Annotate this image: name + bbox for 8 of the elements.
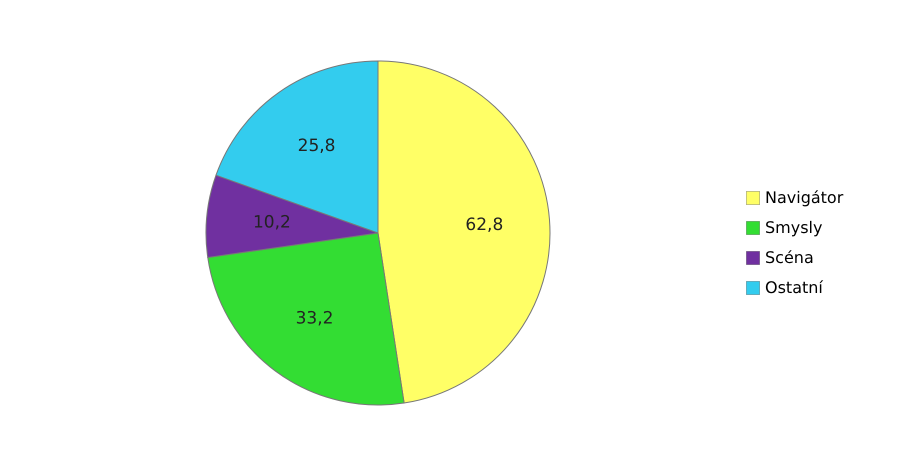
legend-label: Scéna [765,248,814,267]
legend-label: Navigátor [765,188,844,207]
legend-label: Smysly [765,218,822,237]
data-label: 33,2 [296,308,334,329]
data-label: 25,8 [298,136,336,156]
data-label: 62,8 [465,214,504,235]
legend-label: Ostatní [765,278,824,297]
data-label: 10,2 [252,212,291,232]
